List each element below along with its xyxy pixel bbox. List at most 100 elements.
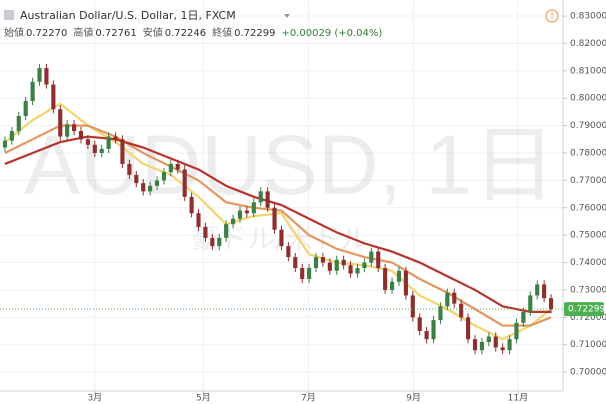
moving-average [4,124,552,327]
candle-body [410,295,415,318]
candle-body [37,68,42,82]
x-tick-label: 5月 [196,393,211,404]
candle-body [230,218,236,225]
candle-body [16,116,21,132]
candle-body [452,292,457,304]
ohlc-value: 0.72270 [26,28,67,39]
y-tick-label: 0.82000 [570,39,606,49]
candle-body [127,163,132,175]
candle-body [92,144,97,153]
candle-body [154,180,160,186]
x-tick-label: 3月 [87,393,102,404]
candle-body [161,172,167,181]
candle-body [369,251,374,263]
candle-body [459,303,464,318]
ohlc-value: 0.72299 [234,28,275,39]
plot [0,63,563,355]
candle-body [9,131,14,141]
candle-body [486,336,491,342]
candle-body [217,237,222,247]
y-tick-label: 0.83000 [570,12,606,22]
candle-body [535,284,540,296]
candle-body [189,196,194,214]
y-tick-label: 0.73000 [570,285,606,295]
candle-body [472,339,478,351]
candle-body [313,257,319,269]
candle-body [383,268,388,290]
candle-body [258,191,263,203]
candle-body [348,265,353,274]
alert-icon[interactable] [545,9,559,23]
moving-average [4,135,552,313]
candle-body [224,224,229,238]
candle-body [542,284,547,299]
ohlc-label: 安値 [143,26,163,39]
chart-title: Australian Dollar/U.S. Dollar, 1日, FXCM [20,9,236,22]
candle-body [403,270,408,296]
candle-body [65,124,70,137]
candle-body [320,257,326,263]
candle-body [106,136,111,149]
candle-body [279,229,284,247]
candle-body [507,339,512,351]
candle-body [120,139,125,164]
ohlc-label: 高値 [73,26,93,39]
candle-body [51,84,56,110]
y-tick-label: 0.79000 [570,121,606,131]
candle-body [293,257,298,269]
y-tick-label: 0.77000 [570,176,606,186]
candle-body [134,174,139,184]
candle-body [445,292,450,307]
last-price-box [564,302,604,317]
candle-body [466,317,471,340]
candle-body [265,191,270,208]
y-tick-label: 0.78000 [570,148,606,158]
candle-body [148,185,153,192]
candle-body [237,210,243,219]
candle-body [175,163,180,170]
candle-body [355,268,360,274]
candle-body [362,262,367,269]
candle-body [528,295,533,312]
alert-icon-mark: ! [550,12,554,22]
candle-body [479,341,484,351]
candle-body [210,237,215,247]
y-tick-label: 0.74000 [570,258,606,268]
candle-body [286,246,291,258]
y-tick-label: 0.76000 [570,203,606,213]
price-axis-bg [563,0,606,404]
axes: 0.70000 0.71000 0.72000 0.73000 0.74000 0.750… [87,12,606,404]
candle-body [44,68,49,85]
dropdown-arrow[interactable] [284,14,290,18]
candle-body [23,100,28,117]
candle-body [548,298,554,310]
candle-body [521,311,526,323]
candle-body [251,202,256,214]
candle-body [376,251,381,269]
candle-body [327,262,332,271]
candle-body [85,139,90,145]
candle-body [196,213,201,227]
x-tick-label: 9月 [406,393,421,404]
candle-body [341,259,346,266]
candle-body [113,136,118,140]
candle-body [99,148,104,153]
candle-body [168,163,173,173]
y-tick-label: 0.80000 [570,94,606,104]
candle-body [72,124,77,132]
symbol-icon[interactable] [4,10,14,20]
ohlc-value: 0.72761 [95,28,136,39]
y-tick-label: 0.70000 [570,368,606,378]
candle-body [141,183,146,192]
ohlc-legend: 始値 0.72270 高値 0.72761 安値 0.72246 終値 0.72299 +0.0… [4,26,382,39]
candle-body [334,259,339,271]
candle-body [300,268,305,279]
candle-body [203,226,208,238]
watermark: AUDUSD, 1日 [24,118,556,212]
ohlc-change: +0.00029 (+0.04%) [281,28,382,39]
candle-body [182,169,187,197]
candle-body [78,131,84,140]
ohlc-value: 0.72246 [165,28,206,39]
